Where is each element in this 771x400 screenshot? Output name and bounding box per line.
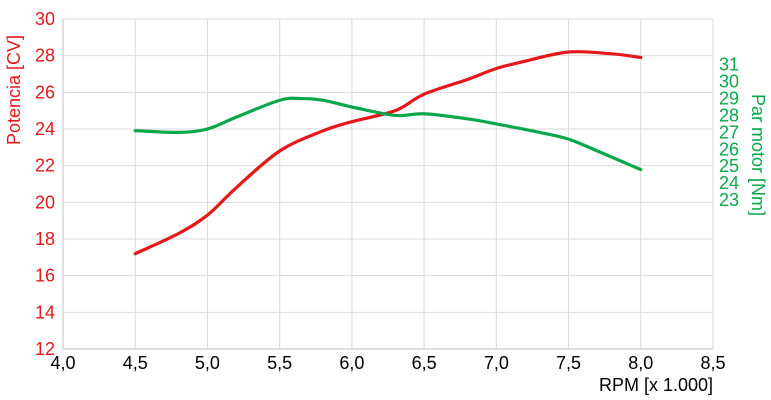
y-right-tick-label: 24 — [719, 173, 739, 193]
y-right-tick-label: 26 — [719, 139, 739, 159]
y-left-tick-label: 14 — [35, 302, 55, 322]
y-left-tick-label: 18 — [35, 229, 55, 249]
series-line-par-motor — [133, 96, 643, 172]
y-right-tick-label: 28 — [719, 105, 739, 125]
y-right-tick-label: 31 — [719, 55, 739, 75]
x-tick-label: 6,5 — [412, 353, 437, 373]
y-right-tick-label: 27 — [719, 122, 739, 142]
y-right-tick-label: 30 — [719, 72, 739, 92]
x-tick-label: 7,0 — [484, 353, 509, 373]
series-layer — [133, 50, 643, 256]
x-tick-label: 5,0 — [195, 353, 220, 373]
y-left-tick-label: 16 — [35, 266, 55, 286]
x-tick-label: 4,0 — [50, 353, 75, 373]
y-left-tick-label: 20 — [35, 192, 55, 212]
y-left-axis-title: Potencia [CV] — [4, 35, 24, 145]
y-right-axis-title: Par motor [Nm] — [748, 94, 768, 216]
label-layer: RPM [x 1.000] Potencia [CV] Par motor [N… — [4, 35, 768, 395]
x-tick-label: 8,5 — [700, 353, 725, 373]
x-tick-label: 8,0 — [628, 353, 653, 373]
y-right-tick-label: 23 — [719, 190, 739, 210]
y-left-tick-label: 28 — [35, 46, 55, 66]
x-axis-title: RPM [x 1.000] — [599, 375, 713, 395]
y-right-tick-label: 29 — [719, 89, 739, 109]
y-left-tick-label: 22 — [35, 156, 55, 176]
x-tick-label: 7,5 — [556, 353, 581, 373]
x-tick-label: 4,5 — [123, 353, 148, 373]
y-left-tick-label: 24 — [35, 119, 55, 139]
y-left-tick-label: 30 — [35, 9, 55, 29]
y-left-tick-label: 12 — [35, 339, 55, 359]
x-tick-label: 6,0 — [339, 353, 364, 373]
x-tick-label: 5,5 — [267, 353, 292, 373]
axis-layer: 4,0 4,5 5,0 5,5 6,0 6,5 7,0 7,5 8,0 8,5 12 14 16 18 20… — [35, 9, 739, 373]
series-line-potencia — [133, 50, 643, 256]
y-left-tick-label: 26 — [35, 82, 55, 102]
y-right-tick-label: 25 — [719, 156, 739, 176]
grid-layer — [62, 18, 714, 350]
